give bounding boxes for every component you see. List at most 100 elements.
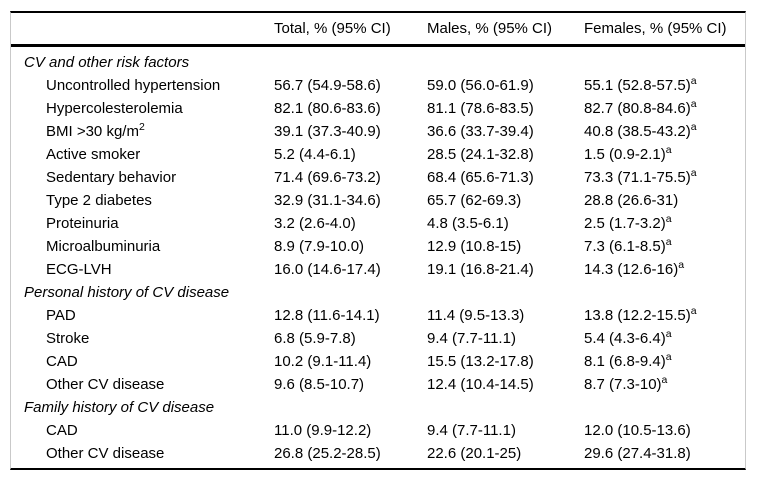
- females-value: 12.0 (10.5-13.6): [584, 422, 691, 439]
- males-value: 59.0 (56.0-61.9): [427, 77, 534, 94]
- statistics-table: Total, % (95% CI) Males, % (95% CI) Fema…: [11, 13, 745, 468]
- table-row: Hypercolesterolemia 82.1 (80.6-83.6) 81.…: [11, 97, 745, 120]
- footnote-marker: a: [661, 374, 668, 386]
- total-value: 16.0 (14.6-17.4): [274, 261, 381, 278]
- footnote-marker: a: [665, 328, 672, 340]
- table-row: CAD 11.0 (9.9-12.2) 9.4 (7.7-11.1) 12.0 …: [11, 419, 745, 442]
- males-value: 12.4 (10.4-14.5): [427, 376, 534, 393]
- total-value: 10.2 (9.1-11.4): [274, 353, 372, 370]
- header-empty-cell: [11, 13, 274, 47]
- females-value: 8.7 (7.3-10)a: [584, 374, 668, 393]
- females-value: 82.7 (80.8-84.6)a: [584, 98, 697, 117]
- females-value: 8.1 (6.8-9.4)a: [584, 351, 672, 370]
- total-value: 5.2 (4.4-6.1): [274, 146, 356, 163]
- row-label: BMI >30 kg/m2: [46, 121, 145, 140]
- row-label: Type 2 diabetes: [46, 192, 152, 209]
- table-row: BMI >30 kg/m2 39.1 (37.3-40.9) 36.6 (33.…: [11, 120, 745, 143]
- row-label: Stroke: [46, 330, 90, 347]
- row-label: Microalbuminuria: [46, 238, 161, 255]
- males-value: 68.4 (65.6-71.3): [427, 169, 534, 186]
- row-label: Proteinuria: [46, 215, 119, 232]
- section-title: CV and other risk factors: [24, 54, 190, 71]
- footnote-marker: a: [690, 98, 697, 110]
- males-value: 65.7 (62-69.3): [427, 192, 522, 209]
- row-label: Active smoker: [46, 146, 141, 163]
- males-value: 15.5 (13.2-17.8): [427, 353, 534, 370]
- section-title: Personal history of CV disease: [24, 284, 230, 301]
- males-value: 28.5 (24.1-32.8): [427, 146, 534, 163]
- total-value: 9.6 (8.5-10.7): [274, 376, 365, 393]
- row-label: Other CV disease: [46, 376, 165, 393]
- table-row: PAD 12.8 (11.6-14.1) 11.4 (9.5-13.3) 13.…: [11, 304, 745, 327]
- row-label: PAD: [46, 307, 76, 324]
- section-title: Family history of CV disease: [24, 399, 215, 416]
- total-value: 3.2 (2.6-4.0): [274, 215, 356, 232]
- row-label: Uncontrolled hypertension: [46, 77, 221, 94]
- footnote-marker: a: [690, 167, 697, 179]
- total-value: 39.1 (37.3-40.9): [274, 123, 381, 140]
- total-value: 12.8 (11.6-14.1): [274, 307, 380, 324]
- females-value: 7.3 (6.1-8.5)a: [584, 236, 672, 255]
- males-value: 9.4 (7.7-11.1): [427, 422, 516, 439]
- footnote-marker: a: [690, 305, 697, 317]
- header-females: Females, % (95% CI): [584, 13, 745, 47]
- females-value: 28.8 (26.6-31): [584, 192, 679, 209]
- footnote-marker: a: [690, 75, 697, 87]
- total-value: 82.1 (80.6-83.6): [274, 100, 381, 117]
- table-row: Uncontrolled hypertension 56.7 (54.9-58.…: [11, 74, 745, 97]
- total-value: 6.8 (5.9-7.8): [274, 330, 356, 347]
- row-label: Other CV disease: [46, 445, 165, 462]
- risk-factors-table: Total, % (95% CI) Males, % (95% CI) Fema…: [10, 11, 746, 470]
- total-value: 56.7 (54.9-58.6): [274, 77, 381, 94]
- females-value: 14.3 (12.6-16)a: [584, 259, 685, 278]
- header-total: Total, % (95% CI): [274, 13, 427, 47]
- total-value: 71.4 (69.6-73.2): [274, 169, 381, 186]
- table-row: Other CV disease 26.8 (25.2-28.5) 22.6 (…: [11, 442, 745, 468]
- males-value: 36.6 (33.7-39.4): [427, 123, 534, 140]
- row-label: CAD: [46, 353, 78, 370]
- footnote-marker: a: [690, 121, 697, 133]
- table-row: Microalbuminuria 8.9 (7.9-10.0) 12.9 (10…: [11, 235, 745, 258]
- females-value: 55.1 (52.8-57.5)a: [584, 75, 697, 94]
- table-row: ECG-LVH 16.0 (14.6-17.4) 19.1 (16.8-21.4…: [11, 258, 745, 281]
- table-body: CV and other risk factors Uncontrolled h…: [11, 46, 745, 469]
- table-row: Active smoker 5.2 (4.4-6.1) 28.5 (24.1-3…: [11, 143, 745, 166]
- females-value: 1.5 (0.9-2.1)a: [584, 144, 672, 163]
- footnote-marker: a: [665, 213, 672, 225]
- table-row: Other CV disease 9.6 (8.5-10.7) 12.4 (10…: [11, 373, 745, 396]
- males-value: 4.8 (3.5-6.1): [427, 215, 509, 232]
- table-row: Stroke 6.8 (5.9-7.8) 9.4 (7.7-11.1) 5.4 …: [11, 327, 745, 350]
- total-value: 11.0 (9.9-12.2): [274, 422, 372, 439]
- total-value: 32.9 (31.1-34.6): [274, 192, 381, 209]
- footnote-marker: a: [665, 236, 672, 248]
- footnote-marker: a: [665, 351, 672, 363]
- section-header-row: Personal history of CV disease: [11, 281, 745, 304]
- females-value: 2.5 (1.7-3.2)a: [584, 213, 672, 232]
- table-header: Total, % (95% CI) Males, % (95% CI) Fema…: [11, 13, 745, 47]
- row-label: Hypercolesterolemia: [46, 100, 183, 117]
- males-value: 81.1 (78.6-83.5): [427, 100, 534, 117]
- section-header-row: CV and other risk factors: [11, 46, 745, 75]
- males-value: 22.6 (20.1-25): [427, 445, 522, 462]
- row-label: Sedentary behavior: [46, 169, 177, 186]
- footnote-marker: a: [678, 259, 685, 271]
- females-value: 40.8 (38.5-43.2)a: [584, 121, 697, 140]
- header-row: Total, % (95% CI) Males, % (95% CI) Fema…: [11, 13, 745, 47]
- row-label: ECG-LVH: [46, 261, 112, 278]
- footnote-marker: a: [665, 144, 672, 156]
- females-value: 13.8 (12.2-15.5)a: [584, 305, 697, 324]
- males-value: 9.4 (7.7-11.1): [427, 330, 516, 347]
- table-row: CAD 10.2 (9.1-11.4) 15.5 (13.2-17.8) 8.1…: [11, 350, 745, 373]
- table-row: Proteinuria 3.2 (2.6-4.0) 4.8 (3.5-6.1) …: [11, 212, 745, 235]
- total-value: 26.8 (25.2-28.5): [274, 445, 381, 462]
- row-label: CAD: [46, 422, 78, 439]
- males-value: 19.1 (16.8-21.4): [427, 261, 534, 278]
- females-value: 29.6 (27.4-31.8): [584, 445, 691, 462]
- header-males: Males, % (95% CI): [427, 13, 584, 47]
- total-value: 8.9 (7.9-10.0): [274, 238, 365, 255]
- section-header-row: Family history of CV disease: [11, 396, 745, 419]
- label-superscript: 2: [138, 121, 145, 133]
- females-value: 73.3 (71.1-75.5)a: [584, 167, 697, 186]
- males-value: 11.4 (9.5-13.3): [427, 307, 525, 324]
- table-row: Type 2 diabetes 32.9 (31.1-34.6) 65.7 (6…: [11, 189, 745, 212]
